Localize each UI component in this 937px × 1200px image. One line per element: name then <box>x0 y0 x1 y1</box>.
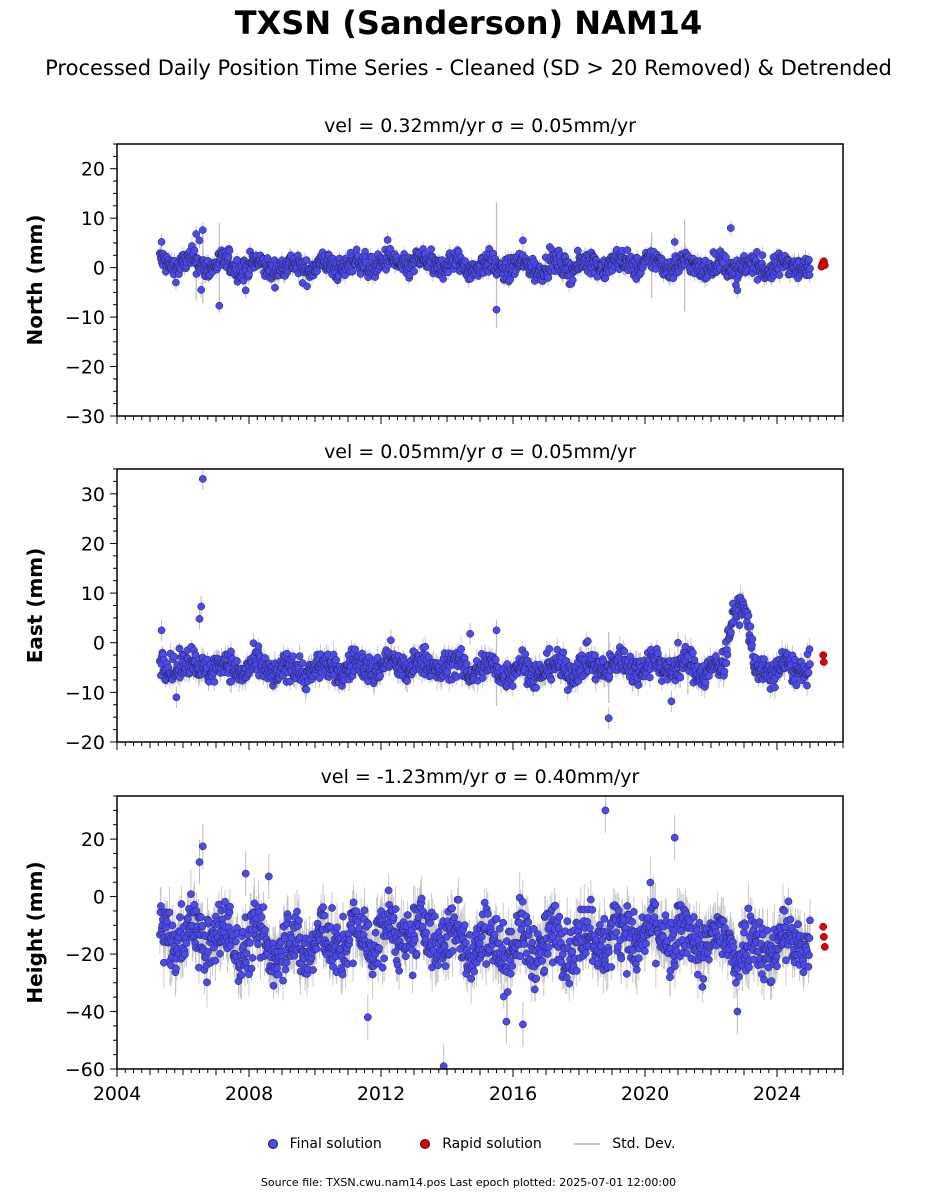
north-final-point <box>427 245 436 254</box>
east-final-point <box>563 686 572 695</box>
north-final-point <box>303 282 311 291</box>
east-final-point <box>332 656 340 664</box>
east-final-point <box>210 678 219 686</box>
north-final-point <box>172 278 180 287</box>
north-ytick-label: 0 <box>93 258 105 280</box>
east-final-point <box>376 671 384 680</box>
north-final-point <box>753 248 761 256</box>
north-outlier-point <box>241 286 250 295</box>
east-final-point <box>233 657 241 665</box>
panel-title-height: vel = -1.23mm/yr σ = 0.40mm/yr <box>321 766 640 788</box>
east-final-point <box>508 682 517 690</box>
north-final-point <box>544 274 553 282</box>
north-final-points <box>156 224 814 314</box>
north-panel: −30 −20 −10 0 10 20 North (mm) <box>23 143 844 428</box>
north-final-point <box>348 267 357 276</box>
east-final-point <box>227 647 235 656</box>
east-errorbars <box>159 469 811 729</box>
north-outlier-point <box>198 226 207 234</box>
east-final-point <box>403 677 411 685</box>
north-rapid-points <box>817 257 829 271</box>
north-outlier-point <box>195 236 204 245</box>
east-final-point <box>295 652 304 661</box>
north-final-point <box>568 276 577 284</box>
north-final-point <box>775 271 784 279</box>
east-final-point <box>574 677 583 685</box>
north-final-point <box>722 253 730 262</box>
east-final-point <box>545 645 554 653</box>
east-final-point <box>170 652 178 661</box>
north-outlier-point <box>492 305 501 314</box>
north-ytick-label: 10 <box>81 208 105 230</box>
east-final-point <box>491 655 500 664</box>
east-final-point <box>559 648 568 657</box>
east-final-point <box>351 645 359 654</box>
north-ytick-label: −10 <box>65 307 105 329</box>
east-final-point <box>605 672 614 681</box>
north-outlier-point <box>726 224 735 232</box>
north-outlier-point <box>383 236 392 244</box>
north-final-point <box>573 246 582 255</box>
north-final-point <box>623 246 632 254</box>
north-final-point <box>410 267 418 276</box>
north-outlier-point <box>215 301 224 310</box>
north-final-point <box>444 268 453 277</box>
north-final-point <box>190 246 199 255</box>
north-final-point <box>271 283 279 292</box>
north-outlier-point <box>733 286 742 295</box>
east-final-point <box>532 683 541 692</box>
east-final-point <box>547 676 556 684</box>
north-final-point <box>805 271 814 279</box>
panel-title-north: vel = 0.32mm/yr σ = 0.05mm/yr <box>324 115 636 137</box>
north-ytick-label: −30 <box>65 406 105 428</box>
east-final-point <box>289 652 297 661</box>
north-final-point <box>806 264 814 273</box>
east-final-point <box>462 660 471 668</box>
east-final-point <box>298 659 307 667</box>
north-outlier-point <box>197 286 205 294</box>
north-outlier-point <box>519 236 527 245</box>
east-final-point <box>457 645 466 653</box>
north-final-point <box>225 246 234 255</box>
north-final-point <box>805 256 813 264</box>
east-final-point <box>227 677 236 686</box>
north-final-point <box>302 256 311 264</box>
north-final-point <box>352 245 361 254</box>
north-outlier-point <box>157 238 166 246</box>
east-final-point <box>583 637 592 645</box>
north-final-point <box>669 274 678 283</box>
north-outlier-point <box>192 230 201 238</box>
east-final-point <box>191 650 200 659</box>
east-final-point <box>421 642 429 651</box>
north-ytick-label: −20 <box>65 357 105 379</box>
east-final-point <box>254 642 263 651</box>
east-final-point <box>590 651 599 660</box>
east-final-point <box>286 677 294 686</box>
north-final-point <box>386 244 394 253</box>
north-ytick-label: 20 <box>81 159 105 181</box>
east-final-point <box>175 644 184 653</box>
east-final-point <box>302 685 311 694</box>
east-final-points <box>156 475 814 723</box>
north-ylabel: North (mm) <box>23 214 47 345</box>
north-final-point <box>758 251 767 260</box>
east-final-point <box>521 650 530 658</box>
north-final-point <box>263 254 272 262</box>
north-rapid-point <box>821 261 829 270</box>
north-final-point <box>439 275 448 283</box>
north-outlier-point <box>670 238 679 246</box>
panel-title-east: vel = 0.05mm/yr σ = 0.05mm/yr <box>324 441 636 463</box>
